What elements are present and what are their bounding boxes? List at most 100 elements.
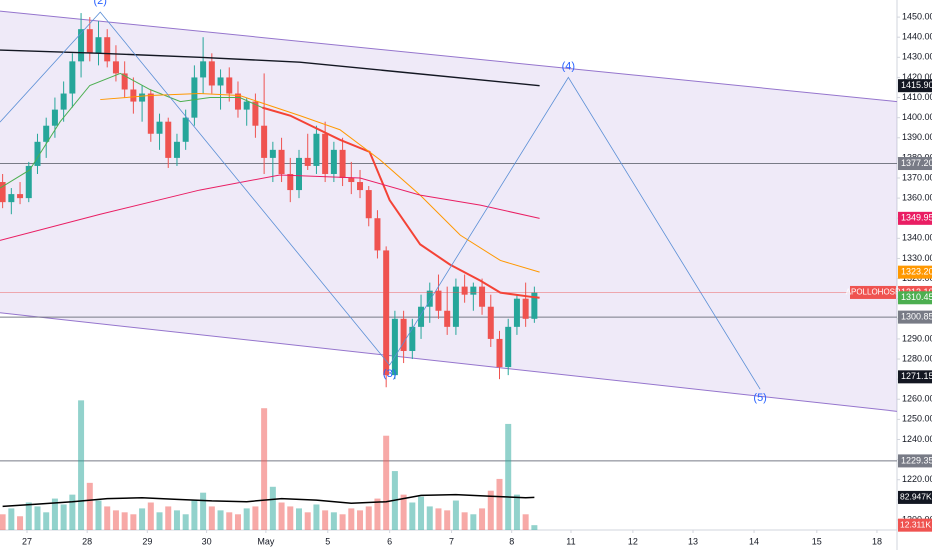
candle-body <box>156 121 163 134</box>
price-label: 1229.35 <box>901 455 932 465</box>
y-tick-label: 1430.00 <box>902 52 932 62</box>
candle-body <box>322 133 329 174</box>
candle-body <box>496 338 503 368</box>
candle-body <box>243 101 250 110</box>
y-tick-label: 1240.00 <box>902 434 932 444</box>
moving-average <box>0 72 263 189</box>
candle-body <box>452 286 459 327</box>
x-tick-label: 18 <box>872 536 882 546</box>
wave-line <box>0 11 761 390</box>
channel-fill <box>0 11 897 412</box>
volume-bar <box>130 514 137 530</box>
volume-bar <box>156 512 163 530</box>
candle-body <box>435 290 442 311</box>
candle-body <box>234 93 241 110</box>
y-tick-label: 1220.00 <box>902 474 932 484</box>
volume-bar <box>330 512 337 530</box>
price-label-box <box>898 265 932 279</box>
volume-label: 82.947K <box>900 492 932 502</box>
x-tick-label: May <box>257 536 275 546</box>
candle-body <box>444 310 451 327</box>
candle-body <box>269 149 276 158</box>
candle-body <box>348 178 355 183</box>
wave-label: (4) <box>562 60 575 72</box>
y-tick-label: 1400.00 <box>902 112 932 122</box>
volume-bar <box>86 482 93 530</box>
wave-label: (2) <box>94 0 107 7</box>
candle-body <box>304 157 311 166</box>
candle-body <box>418 306 425 327</box>
y-tick-label: 1410.00 <box>902 92 932 102</box>
x-tick-label: 11 <box>566 536 575 546</box>
volume-label-box <box>898 518 932 532</box>
symbol-box <box>850 285 896 299</box>
moving-average <box>0 174 540 241</box>
price-label: 1323.20 <box>901 267 932 277</box>
price-label: 1349.95 <box>901 213 932 223</box>
volume-bar <box>470 514 477 530</box>
price-label: 1377.20 <box>901 158 932 168</box>
y-tick-label: 1330.00 <box>902 253 932 263</box>
volume-bar <box>43 512 50 530</box>
x-tick-label: 7 <box>449 536 454 546</box>
volume-bar <box>339 514 346 530</box>
x-tick-label: 28 <box>82 536 92 546</box>
volume-bar <box>51 498 58 530</box>
price-label-box <box>898 454 932 468</box>
volume-bar <box>78 400 85 530</box>
volume-bar <box>304 512 311 530</box>
price-label-box <box>898 157 932 171</box>
volume-bar <box>182 514 189 530</box>
candle-body <box>531 292 538 319</box>
candle-body <box>365 190 372 219</box>
candle-body <box>400 318 407 351</box>
candle-body <box>339 149 346 179</box>
candle-body <box>121 73 128 90</box>
volume-bar <box>444 510 451 530</box>
candle-body <box>252 101 259 126</box>
candle-body <box>200 61 207 78</box>
x-tick-label: 29 <box>142 536 152 546</box>
volume-label: 12.311K <box>900 519 931 529</box>
x-tick-label: 14 <box>749 536 759 546</box>
volume-bar <box>348 508 355 530</box>
volume-bar <box>173 510 180 530</box>
volume-bar <box>461 512 468 530</box>
volume-label-box <box>898 490 932 504</box>
y-tick-label: 1340.00 <box>902 233 932 243</box>
volume-bar <box>452 500 459 530</box>
candle-body <box>383 250 390 376</box>
x-tick-label: 5 <box>325 536 330 546</box>
volume-bar <box>409 502 416 530</box>
x-tick-label: 12 <box>628 536 638 546</box>
volume-bar <box>208 506 215 530</box>
candle-body <box>487 306 494 339</box>
price-label-box <box>898 310 932 324</box>
y-tick-label: 1390.00 <box>902 132 932 142</box>
volume-bar <box>17 516 24 530</box>
candle-body <box>513 298 520 327</box>
volume-bar <box>487 490 494 530</box>
candle-body <box>17 194 24 199</box>
candle-body <box>60 93 67 110</box>
volume-bar <box>104 506 111 530</box>
candle-body <box>357 182 364 191</box>
channel-line <box>0 312 898 412</box>
volume-bar <box>426 506 433 530</box>
moving-average <box>100 93 540 273</box>
candle-body <box>426 290 433 307</box>
volume-bar <box>8 508 15 530</box>
candle-body <box>165 121 172 158</box>
channel-line <box>0 10 898 103</box>
candle-body <box>226 77 233 94</box>
volume-bar <box>365 506 372 530</box>
y-tick-label: 1440.00 <box>902 32 932 42</box>
volume-bar <box>278 502 285 530</box>
volume-bar <box>296 508 302 530</box>
volume-bar <box>60 504 67 530</box>
candle-body <box>0 182 6 203</box>
volume-bar <box>269 486 276 530</box>
candle-body <box>43 125 50 142</box>
wave-label: (5) <box>753 392 766 404</box>
